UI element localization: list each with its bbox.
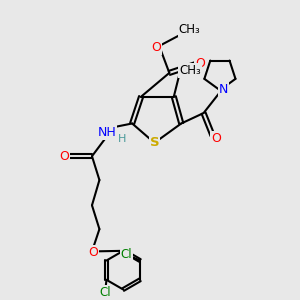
Text: O: O: [195, 57, 205, 70]
Text: CH₃: CH₃: [179, 64, 201, 77]
Text: CH₃: CH₃: [179, 23, 200, 36]
Text: O: O: [88, 246, 98, 260]
Text: N: N: [219, 83, 228, 96]
Text: O: O: [211, 132, 221, 145]
Text: Cl: Cl: [121, 248, 132, 261]
Text: NH: NH: [98, 126, 116, 139]
Text: O: O: [151, 41, 161, 54]
Text: O: O: [59, 150, 69, 163]
Text: H: H: [118, 134, 126, 144]
Text: S: S: [150, 136, 159, 149]
Text: Cl: Cl: [99, 286, 111, 299]
